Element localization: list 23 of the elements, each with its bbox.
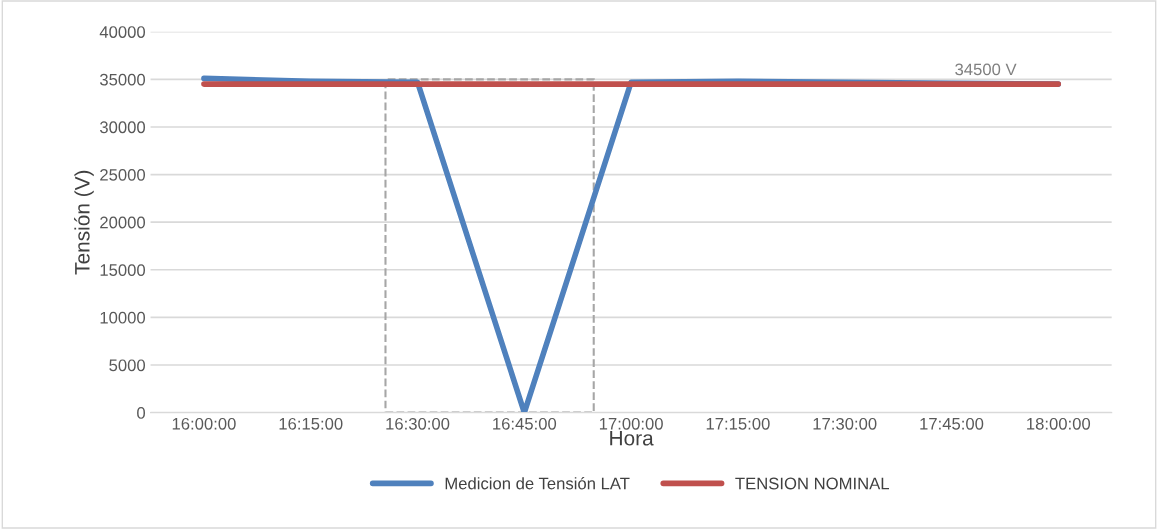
legend-label: Medicion de Tensión LAT: [445, 476, 630, 490]
x-tick-label: 16:15:00: [279, 417, 343, 430]
y-tick-label: 35000: [99, 73, 146, 86]
y-tick-label: 15000: [100, 264, 146, 276]
y-tick-label: 30000: [99, 121, 146, 134]
legend-label: TENSION NOMINAL: [735, 477, 890, 490]
x-tick-label: 16:00:00: [172, 417, 236, 430]
x-tick-label: 17:15:00: [706, 417, 770, 430]
y-tick-label: 20000: [100, 216, 146, 229]
x-tick-label: 16:30:00: [386, 417, 450, 430]
y-tick-label: 25000: [100, 168, 146, 181]
y-tick-label: 10000: [100, 311, 146, 324]
x-tick-label: 17:30:00: [813, 417, 877, 430]
y-axis-title: Tensión (V): [74, 170, 94, 275]
y-tick-label: 5000: [109, 359, 146, 372]
x-tick-label: 16:45:00: [493, 417, 557, 430]
x-tick-label: 17:45:00: [920, 417, 984, 430]
y-tick-label: 0: [137, 407, 146, 419]
x-tick-label: 18:00:00: [1027, 417, 1091, 430]
y-tick-label: 40000: [99, 26, 146, 38]
annotation: 34500 V: [955, 63, 1017, 76]
x-tick-label: 17:00:00: [599, 417, 663, 430]
x-axis-title: Hora: [610, 431, 654, 446]
